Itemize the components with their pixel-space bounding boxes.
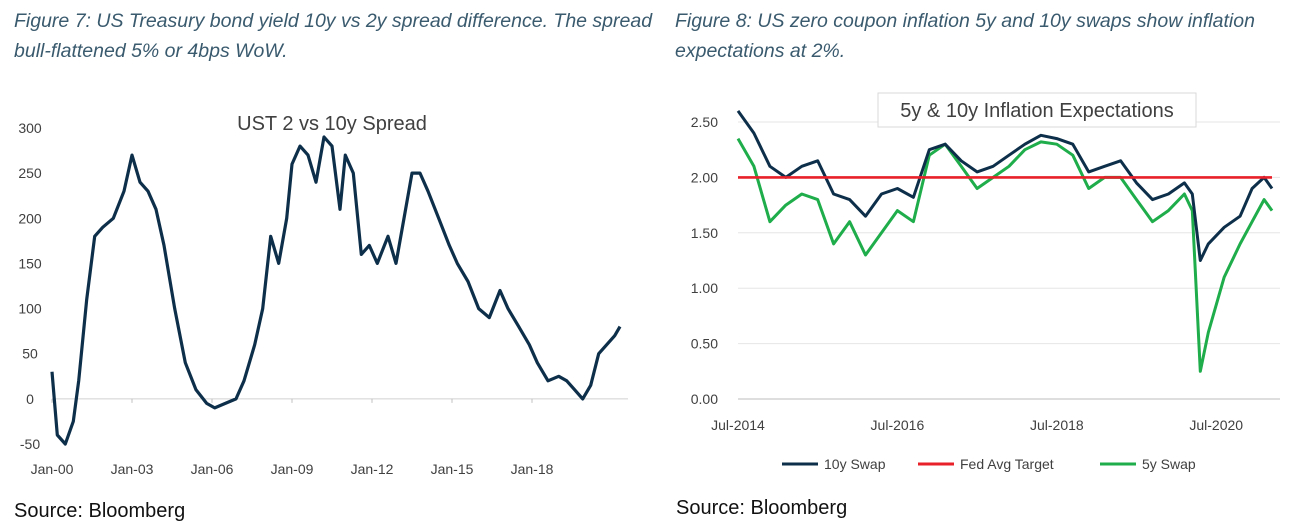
legend-label: Fed Avg Target	[960, 456, 1054, 472]
y-tick-label: 0.50	[691, 336, 718, 352]
y-tick-label: 200	[18, 210, 42, 226]
x-tick-label: Jul-2020	[1189, 417, 1243, 433]
y-tick-label: 250	[18, 165, 42, 181]
y-tick-label: 50	[22, 346, 38, 362]
legend-label: 10y Swap	[824, 456, 886, 472]
y-tick-label: 2.00	[691, 169, 718, 185]
y-tick-label: 100	[18, 301, 42, 317]
ten-year-swap-line	[736, 110, 1274, 262]
y-tick-label: 150	[18, 255, 42, 271]
y-tick-label: -50	[20, 436, 40, 452]
chart-title-box	[877, 92, 1197, 128]
x-tick-label: Jan-15	[431, 461, 474, 477]
y-tick-label: 1.00	[691, 280, 718, 296]
spread-series-line	[50, 135, 622, 446]
chart-title: 5y & 10y Inflation Expectations	[900, 100, 1174, 122]
x-tick-label: Jan-12	[351, 461, 394, 477]
inflation-line-chart: 2.50 2.00 1.50 1.00 0.50 0.00 Jul-2014 Jul-2016…	[691, 92, 1280, 472]
y-tick-label: 0	[26, 391, 34, 407]
x-tick-label: Jul-2014	[711, 417, 765, 433]
chart-title: UST 2 vs 10y Spread	[237, 113, 427, 135]
x-tick-label: Jan-00	[31, 461, 74, 477]
x-tick-label: Jan-18	[511, 461, 554, 477]
five-year-swap-line	[736, 137, 1274, 373]
x-tick-label: Jan-03	[111, 461, 154, 477]
right-figure-caption: Figure 8: US zero coupon inflation 5y an…	[675, 10, 1255, 62]
y-tick-label: 1.50	[691, 225, 718, 241]
x-tick-label: Jul-2018	[1030, 417, 1084, 433]
right-source-note: Source: Bloomberg	[676, 497, 848, 519]
left-figure-caption: Figure 7: US Treasury bond yield 10y vs …	[14, 10, 653, 62]
x-tick-label: Jan-06	[191, 461, 234, 477]
x-tick-label: Jul-2016	[871, 417, 925, 433]
legend-label: 5y Swap	[1142, 456, 1196, 472]
left-source-note: Source: Bloomberg	[14, 500, 186, 522]
spread-line-chart: UST 2 vs 10y Spread 300 250 200 150 100 50 0 -50…	[18, 113, 628, 477]
x-tick-label: Jan-09	[271, 461, 314, 477]
y-tick-label: 300	[18, 120, 42, 136]
y-tick-label: 2.50	[691, 114, 718, 130]
y-tick-label: 0.00	[691, 391, 718, 407]
